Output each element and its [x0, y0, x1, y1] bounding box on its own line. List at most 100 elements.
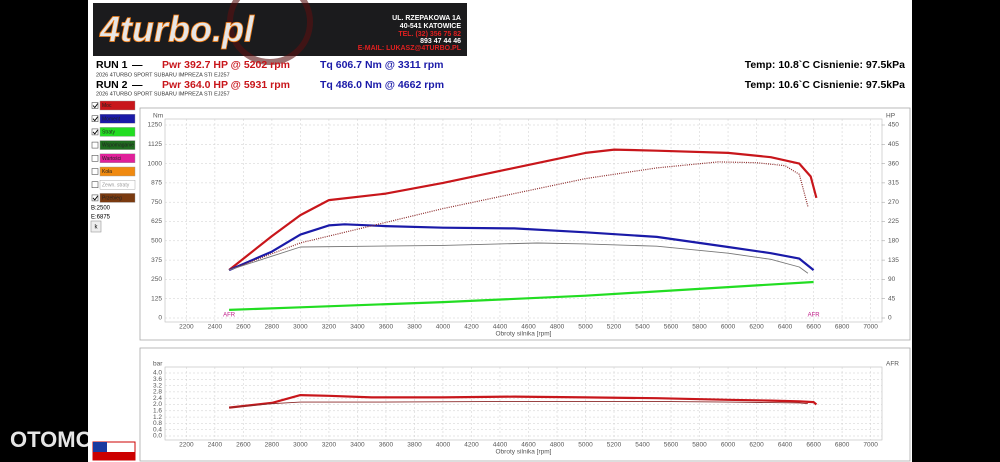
logo-panel [93, 3, 467, 56]
run-label: RUN 1 [96, 59, 128, 71]
y2-tick-label: 90 [888, 276, 896, 283]
range-button-label[interactable]: k [95, 225, 99, 231]
legend-label: Koła [102, 169, 112, 175]
chart-frame [139, 107, 911, 341]
y-tick-label: 0.4 [153, 426, 162, 433]
y2-axis-label: AFR [886, 361, 899, 368]
x-tick-label: 6200 [749, 442, 764, 449]
annotation: AFR [223, 313, 236, 319]
x-tick-label: 2400 [208, 442, 223, 449]
plot-area [164, 366, 883, 441]
x-tick-label: 6400 [778, 324, 793, 331]
y2-tick-label: 270 [888, 199, 899, 206]
y-tick-label: 500 [151, 238, 162, 245]
x-tick-label: 6000 [721, 442, 736, 449]
series-line [228, 161, 809, 271]
legend-checkbox[interactable] [91, 128, 99, 136]
x-tick-label: 3400 [350, 442, 365, 449]
x-tick-label: 5000 [578, 324, 593, 331]
x-axis-label: Obroty silnika [rpm] [496, 449, 552, 456]
x-tick-label: 2200 [179, 442, 194, 449]
x-tick-label: 4400 [493, 324, 508, 331]
y-tick-label: 625 [151, 218, 162, 225]
y2-tick-label: 315 [888, 180, 899, 187]
flag-stripe [93, 452, 135, 460]
legend-label: Przebieg [102, 196, 122, 202]
y-tick-label: 250 [151, 276, 162, 283]
x-tick-label: 7000 [863, 442, 878, 449]
series-line [229, 400, 808, 409]
x-tick-label: 4400 [493, 442, 508, 449]
y-tick-label: 1000 [148, 160, 163, 167]
y-tick-label: 875 [151, 180, 162, 187]
y2-tick-label: 360 [888, 160, 899, 167]
run-summary: RUN 1 — Pwr 392.7 HP @ 5202 rpm Tq 606.7… [96, 59, 905, 91]
y2-tick-label: 450 [888, 122, 899, 129]
x-tick-label: 2600 [236, 324, 251, 331]
run-car: 2026 4TURBO SPORT SUBARU IMPREZA STI EJ2… [96, 91, 230, 97]
legend-checkbox[interactable] [91, 168, 99, 175]
y-tick-label: 0.8 [153, 420, 162, 427]
y2-tick-label: 180 [888, 238, 899, 245]
x-tick-label: 5200 [607, 442, 622, 449]
run-line: — [132, 59, 143, 71]
legend-swatch [99, 179, 136, 190]
y-tick-label: 375 [151, 257, 162, 264]
address-line: UL. RZEPAKOWA 1A [392, 15, 461, 22]
flag-canton [93, 442, 107, 452]
x-tick-label: 6600 [806, 324, 821, 331]
address-line: 40-541 KATOWICE [400, 23, 462, 30]
x-tick-label: 5800 [692, 442, 707, 449]
series-line [228, 223, 815, 272]
legend-label: Moc [102, 103, 112, 109]
x-tick-label: 6200 [749, 324, 764, 331]
x-tick-label: 6000 [721, 324, 736, 331]
legend-checkbox[interactable] [91, 194, 99, 202]
x-tick-label: 4000 [436, 442, 451, 449]
x-tick-label: 3200 [322, 324, 337, 331]
x-tick-label: 3400 [350, 324, 365, 331]
x-tick-label: 4200 [464, 324, 479, 331]
legend-checkbox[interactable] [91, 181, 99, 188]
x-tick-label: 5400 [635, 324, 650, 331]
x-tick-label: 4600 [521, 324, 536, 331]
legend-checkbox[interactable] [91, 115, 99, 122]
legend-checkbox[interactable] [91, 155, 99, 162]
legend-swatch [99, 140, 136, 150]
series-line [228, 394, 818, 409]
y-tick-label: 1.6 [153, 408, 162, 415]
x-tick-label: 3000 [293, 324, 308, 331]
y-tick-label: 3.6 [153, 376, 162, 383]
legend-checkbox[interactable] [91, 102, 99, 109]
y2-tick-label: 405 [888, 141, 899, 148]
legend-check [92, 103, 99, 109]
y-tick-label: 4.0 [153, 370, 162, 377]
x-axis-label: Obroty silnika [rpm] [496, 331, 552, 338]
legend-label: Moment [102, 116, 121, 122]
address-line: 893 47 44 46 [420, 38, 461, 45]
plot-area [164, 118, 883, 323]
x-tick-label: 5600 [664, 442, 679, 449]
legend-swatch [99, 166, 136, 177]
y-tick-label: 0 [158, 315, 162, 322]
y-tick-label: 1250 [148, 122, 163, 129]
y-tick-label: 750 [151, 199, 162, 206]
x-tick-label: 3600 [379, 442, 394, 449]
legend-swatch [99, 153, 136, 164]
range-button[interactable] [90, 220, 102, 233]
x-tick-label: 4800 [550, 442, 565, 449]
legend-checkbox[interactable] [91, 141, 99, 149]
series-line [228, 242, 809, 274]
y2-tick-label: 0 [888, 315, 892, 322]
logo-address: UL. RZEPAKOWA 1A 40-541 KATOWICE TEL. (3… [358, 15, 462, 52]
y-tick-label: 1.2 [153, 414, 162, 421]
y2-tick-label: 135 [888, 257, 899, 264]
legend-check [92, 129, 99, 135]
legend-label: Zewn. straty [102, 182, 130, 188]
run-conditions: Temp: 10.6`C Cisnienie: 97.5kPa [745, 79, 905, 91]
legend-swatch [99, 193, 136, 203]
series-line [229, 280, 814, 311]
y-tick-label: 2.0 [153, 401, 162, 408]
x-tick-label: 5000 [578, 442, 593, 449]
legend-swatch [99, 100, 136, 111]
